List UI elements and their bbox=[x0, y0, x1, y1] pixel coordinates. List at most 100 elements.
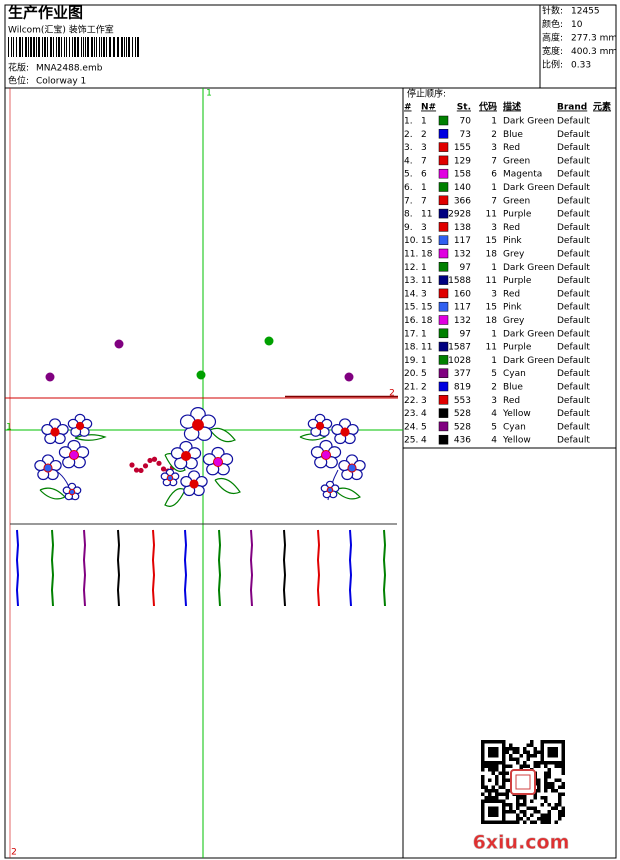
qr-cell bbox=[561, 813, 565, 817]
qr-cell bbox=[498, 785, 502, 789]
qr-cell bbox=[481, 754, 485, 758]
cell-brand: Default bbox=[557, 210, 590, 220]
color-swatch bbox=[438, 408, 449, 418]
qr-cell bbox=[488, 740, 492, 744]
cell-n: 3. bbox=[404, 143, 413, 153]
qr-cell bbox=[526, 817, 530, 821]
bar bbox=[117, 37, 119, 57]
qr-cell bbox=[481, 761, 485, 765]
stitch-line bbox=[183, 529, 188, 607]
qr-cell bbox=[491, 764, 495, 768]
cell-needle: 5 bbox=[421, 422, 427, 432]
dot bbox=[196, 370, 206, 380]
qr-cell bbox=[544, 799, 548, 803]
qr-cell bbox=[502, 817, 506, 821]
qr-cell bbox=[533, 810, 537, 814]
cell-stitches: 158 bbox=[454, 170, 471, 180]
qr-cell bbox=[561, 810, 565, 814]
cell-code: 1 bbox=[491, 263, 497, 273]
bar bbox=[94, 37, 95, 57]
cell-needle: 6 bbox=[421, 170, 427, 180]
color-swatch bbox=[438, 395, 449, 405]
qr-cell bbox=[530, 820, 534, 824]
qr-cell bbox=[516, 757, 520, 761]
cell-needle: 2 bbox=[421, 383, 427, 393]
flower-center bbox=[68, 488, 76, 496]
cell-code: 3 bbox=[491, 289, 497, 299]
qr-cell bbox=[558, 799, 562, 803]
cell-stitches: 138 bbox=[454, 223, 471, 233]
cell-n: 12. bbox=[404, 263, 418, 273]
qr-cell bbox=[495, 775, 499, 779]
qr-cell bbox=[561, 761, 565, 765]
qr-cell bbox=[481, 803, 485, 807]
qr-cell bbox=[488, 764, 492, 768]
qr-cell bbox=[544, 771, 548, 775]
cell-desc: Blue bbox=[503, 130, 523, 140]
design-file: MNA2488.emb bbox=[36, 64, 103, 74]
qr-cell bbox=[544, 820, 548, 824]
bar bbox=[64, 37, 65, 57]
column-header: N# bbox=[421, 103, 436, 113]
cell-code: 18 bbox=[486, 316, 498, 326]
qr-cell bbox=[547, 754, 551, 758]
qr-cell bbox=[537, 750, 541, 754]
qr-cell bbox=[558, 785, 562, 789]
cell-code: 4 bbox=[491, 436, 497, 446]
cell-brand: Default bbox=[557, 316, 590, 326]
qr-cell bbox=[523, 813, 527, 817]
qr-cell bbox=[509, 820, 513, 824]
qr-cell bbox=[502, 761, 506, 765]
flower-center bbox=[192, 419, 204, 431]
qr-cell bbox=[533, 796, 537, 800]
qr-cell bbox=[488, 747, 492, 751]
qr-cell bbox=[512, 750, 516, 754]
qr-cell bbox=[495, 782, 499, 786]
cell-stitches: 1028 bbox=[448, 356, 471, 366]
bar bbox=[113, 37, 115, 57]
bar bbox=[11, 37, 12, 57]
stitch-line bbox=[15, 529, 20, 607]
colorway-label: 色位: bbox=[8, 75, 29, 87]
qr-cell bbox=[509, 757, 513, 761]
qr-cell bbox=[537, 782, 541, 786]
qr-cell bbox=[547, 750, 551, 754]
cell-n: 2. bbox=[404, 130, 413, 140]
qr-cell bbox=[519, 796, 523, 800]
qr-cell bbox=[561, 750, 565, 754]
qr-cell bbox=[516, 817, 520, 821]
cell-needle: 3 bbox=[421, 396, 427, 406]
dot bbox=[114, 339, 124, 349]
cell-n: 23. bbox=[404, 409, 418, 419]
cell-n: 17. bbox=[404, 329, 418, 339]
color-swatch bbox=[438, 434, 449, 445]
color-swatch bbox=[438, 208, 449, 219]
cell-stitches: 97 bbox=[460, 263, 471, 273]
cell-desc: Dark Green bbox=[503, 117, 554, 127]
qr-cell bbox=[498, 820, 502, 824]
qr-cell bbox=[502, 757, 506, 761]
cell-needle: 18 bbox=[421, 250, 433, 260]
qr-cell bbox=[505, 778, 509, 782]
qr-cell bbox=[551, 785, 555, 789]
color-swatch bbox=[438, 301, 449, 312]
cell-desc: Red bbox=[503, 289, 520, 299]
color-swatch bbox=[438, 262, 449, 272]
cell-brand: Default bbox=[557, 143, 590, 153]
cell-stitches: 160 bbox=[454, 289, 471, 299]
column-header: Brand bbox=[557, 103, 587, 113]
qr-stamp bbox=[510, 769, 536, 795]
qr-cell bbox=[526, 750, 530, 754]
qr-cell bbox=[540, 750, 544, 754]
qr-cell bbox=[519, 754, 523, 758]
color-swatch bbox=[438, 222, 449, 232]
qr-cell bbox=[540, 813, 544, 817]
qr-cell bbox=[558, 792, 562, 796]
cell-needle: 4 bbox=[421, 409, 427, 419]
cell-desc: Green bbox=[503, 196, 530, 206]
cell-desc: Dark Green bbox=[503, 183, 554, 193]
cell-stitches: 117 bbox=[454, 303, 471, 313]
qr-cell bbox=[498, 761, 502, 765]
qr-cell bbox=[509, 743, 513, 747]
stitch-line bbox=[116, 529, 121, 607]
